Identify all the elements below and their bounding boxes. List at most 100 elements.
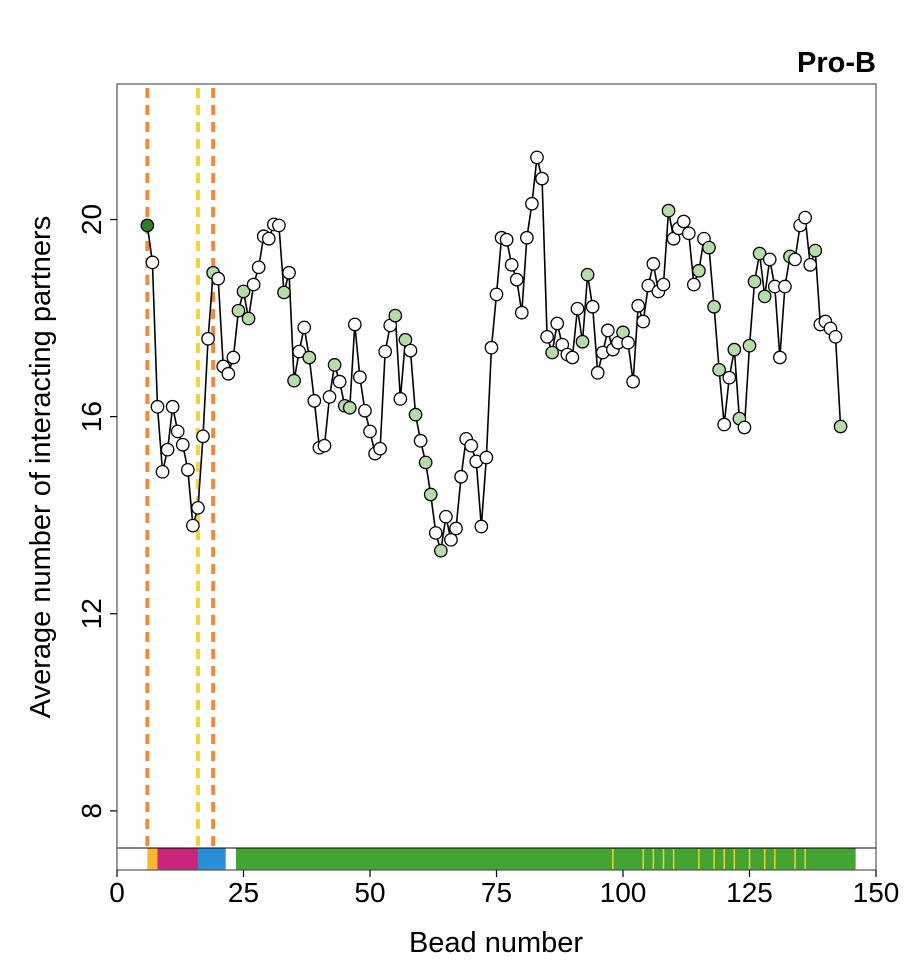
data-point [778,279,792,294]
data-point [145,255,160,270]
data-point [332,374,347,389]
data-point [752,246,767,261]
data-point [175,437,190,452]
y-tick-label: 12 [76,598,107,629]
data-point [408,407,423,422]
plot-frame [116,83,877,871]
data-point [676,214,691,229]
data-point [449,521,463,536]
data-point [155,464,170,479]
data-point [292,344,307,359]
data-point [530,150,544,165]
data-point [641,278,656,293]
data-point [474,519,489,534]
data-point [413,433,428,448]
data-point [585,299,600,314]
data-point [540,329,554,344]
data-point [742,338,757,353]
data-point [282,265,296,280]
data-point [590,365,605,380]
data-point [545,345,560,360]
data-point [403,343,418,358]
track-segment [235,848,856,870]
y-tick-label: 20 [76,204,107,235]
x-tick-label: 100 [600,877,647,908]
data-point [287,373,301,388]
x-tick-label: 75 [481,877,512,908]
y-axis-label: Average number of interacting partners [25,216,57,718]
track-segment [225,848,236,870]
data-point [737,420,752,435]
data-point [489,287,504,302]
data-point [322,390,337,404]
data-point [398,332,413,347]
data-point [757,289,772,304]
data-point [378,344,393,359]
x-tick-label: 0 [109,877,125,908]
data-point [428,526,443,540]
data-point [514,305,529,320]
data-point [520,230,534,245]
data-point [433,543,448,558]
data-point [712,362,726,377]
data-point [509,272,524,287]
data-point [272,218,286,233]
data-point [221,366,236,381]
data-point [773,350,787,365]
data-point [550,316,565,331]
data-point [140,218,155,233]
data-point [692,263,706,278]
data-point [241,311,256,326]
data-point [621,335,635,350]
data-point [317,438,332,453]
data-point [418,455,433,470]
data-point [165,399,180,414]
data-point [479,450,494,465]
track-segment [197,848,226,870]
data-point [798,210,813,225]
data-point [747,274,762,289]
track-segment [117,848,148,870]
data-point [160,442,175,457]
data-point [828,329,843,344]
x-tick-label: 125 [726,877,773,908]
data-point [722,370,737,385]
data-point [246,277,261,292]
data-point [686,277,701,292]
y-tick-label: 16 [76,401,107,432]
data-point [423,487,438,502]
data-point [439,509,453,524]
data-point [833,419,848,434]
data-point [535,171,549,186]
data-point [803,258,818,272]
data-point [454,469,468,484]
data-point [788,252,802,267]
data-point [186,518,200,533]
data-point [646,257,661,271]
data-point [393,392,408,406]
data-point [307,394,322,408]
track-segment [855,848,876,870]
data-point [196,429,210,444]
data-point [464,438,479,453]
data-point [661,203,676,218]
data-point [226,350,241,365]
data-point [631,298,646,313]
data-point [251,260,266,275]
data-point [484,340,499,355]
data-point [388,308,403,323]
data-point [504,258,519,272]
data-point [201,331,215,346]
x-axis-label: Bead number [409,927,583,959]
data-point [636,314,651,329]
data-point [808,243,823,258]
data-point [762,252,777,267]
data-point [170,424,185,439]
data-point [261,231,276,246]
data-point [580,267,595,282]
track-segment [157,848,198,870]
y-tick-label: 8 [76,803,107,819]
data-point [626,374,640,389]
track-segment [147,848,158,870]
